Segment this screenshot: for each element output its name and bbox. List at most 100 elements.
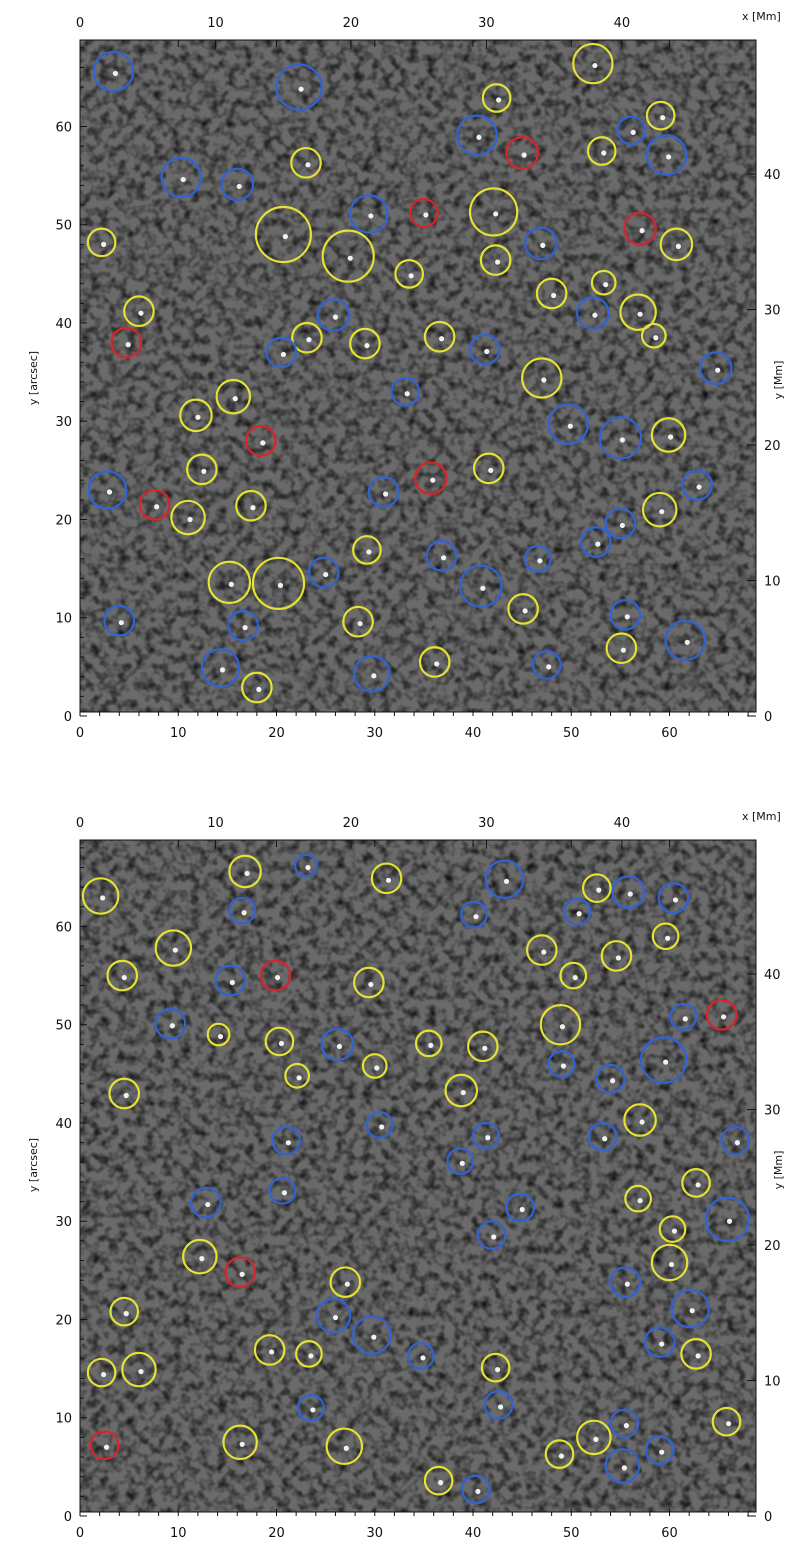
- bottom-feature-circle-blue: [657, 882, 690, 914]
- bottom-feature-bright-point: [308, 1353, 314, 1359]
- top-x-arcsec-tick-label: 30: [366, 726, 383, 741]
- top-x-mm-tick-label: 30: [478, 16, 495, 31]
- top-feature-circle-yellow: [640, 322, 667, 349]
- top-feature-circle-yellow: [321, 229, 375, 283]
- top-feature-bright-point: [260, 440, 266, 446]
- top-feature-bright-point: [347, 255, 353, 261]
- bottom-feature-circle-yellow: [623, 1103, 657, 1137]
- top-x-arcsec-tick-label: 20: [268, 726, 285, 741]
- bottom-feature-circle-blue: [315, 1297, 352, 1334]
- bottom-feature-circle-blue: [407, 1341, 435, 1370]
- bottom-feature-bright-point: [285, 1140, 291, 1146]
- top-feature-circle-yellow: [423, 320, 456, 353]
- top-feature-circle-blue: [698, 351, 733, 385]
- bottom-feature-bright-point: [459, 1160, 465, 1166]
- bottom-feature-bright-point: [336, 1043, 343, 1049]
- bottom-feature-circle-blue: [563, 897, 592, 926]
- bottom-feature-circle-yellow: [370, 862, 403, 895]
- bottom-feature-bright-point: [239, 1441, 245, 1447]
- top-feature-bright-point: [620, 647, 626, 653]
- top-feature-bright-point: [112, 70, 119, 77]
- bottom-feature-bright-point: [343, 1445, 349, 1451]
- top-feature-circle-red: [138, 488, 171, 521]
- bottom-x-mm-tick-label: 10: [207, 816, 224, 831]
- top-feature-circle-yellow: [342, 605, 374, 638]
- bottom-feature-bright-point: [241, 910, 247, 916]
- bottom-feature-circle-yellow: [222, 1424, 258, 1461]
- bottom-feature-circle-blue: [154, 1007, 187, 1040]
- bottom-feature-circle-yellow: [228, 854, 262, 889]
- bottom-feature-bright-point: [558, 1453, 565, 1459]
- bottom-y-arcsec-tick-label: 0: [64, 1510, 72, 1525]
- top-feature-bright-point: [404, 391, 410, 397]
- top-feature-circle-yellow: [235, 489, 267, 522]
- top-feature-bright-point: [366, 549, 372, 555]
- top-y-mm-tick-label: 10: [764, 575, 781, 590]
- bottom-feature-bright-point: [269, 1349, 275, 1355]
- bottom-feature-bright-point: [627, 891, 633, 897]
- bottom-feature-circle-yellow: [206, 1022, 231, 1047]
- bottom-feature-bright-point: [244, 870, 250, 877]
- bottom-feature-circle-blue: [189, 1186, 222, 1219]
- top-feature-circle-blue: [609, 598, 642, 631]
- top-feature-bright-point: [619, 437, 626, 443]
- bottom-feature-circle-yellow: [651, 922, 680, 951]
- top-y-mm-tick-label: 0: [764, 710, 772, 725]
- bottom-feature-circle-yellow: [480, 1352, 511, 1383]
- bottom-feature-circle-yellow: [253, 1334, 286, 1366]
- top-feature-bright-point: [118, 620, 124, 626]
- top-feature-circle-yellow: [418, 646, 451, 678]
- top-panel: 0 10 20 30 40 50 60 0 10 20 30 40 50 60 0 10 20 30 40 0 10 20…: [27, 10, 785, 741]
- top-feature-bright-point: [495, 259, 501, 265]
- bottom-panel-x-mm-title: x [Mm]: [742, 810, 781, 823]
- top-feature-bright-point: [323, 571, 329, 578]
- bottom-feature-bright-point: [519, 1206, 525, 1213]
- top-plot-frame: [79, 39, 757, 713]
- top-x-arcsec-tick-label: 50: [563, 726, 580, 741]
- top-feature-bright-point: [653, 335, 659, 341]
- bottom-feature-bright-point: [278, 1040, 285, 1047]
- top-feature-bright-point: [306, 337, 312, 343]
- bottom-feature-circle-yellow: [544, 1439, 575, 1469]
- bottom-y-arcsec-tick-label: 60: [55, 920, 72, 935]
- bottom-feature-bright-point: [671, 1228, 678, 1234]
- top-feature-bright-point: [659, 509, 665, 515]
- bottom-feature-circle-yellow: [581, 873, 612, 904]
- bottom-feature-circle-yellow: [154, 929, 193, 967]
- top-feature-bright-point: [201, 468, 207, 474]
- bottom-feature-bright-point: [460, 1089, 466, 1096]
- bottom-feature-bright-point: [726, 1218, 733, 1224]
- bottom-feature-bright-point: [609, 1078, 616, 1084]
- top-feature-circle-blue: [547, 403, 590, 445]
- top-feature-circle-red: [409, 198, 439, 228]
- top-feature-bright-point: [383, 491, 389, 497]
- top-feature-bright-point: [138, 310, 144, 316]
- top-x-arcsec-tick-label: 10: [170, 726, 187, 741]
- top-panel-x-mm-title: x [Mm]: [742, 10, 781, 23]
- bottom-feature-circle-blue: [228, 896, 256, 925]
- bottom-feature-bright-point: [428, 1042, 434, 1048]
- bottom-feature-circle-yellow: [559, 961, 588, 990]
- bottom-feature-circle-yellow: [264, 1026, 295, 1057]
- bottom-feature-bright-point: [495, 1367, 501, 1373]
- top-feature-circle-blue: [307, 556, 340, 589]
- top-feature-bright-point: [601, 150, 607, 156]
- top-feature-bright-point: [440, 555, 447, 561]
- bottom-y-mm-tick-label: 20: [764, 1239, 781, 1254]
- bottom-panel-y-mm-title: y [Mm]: [772, 1151, 785, 1190]
- bottom-feature-bright-point: [485, 1135, 491, 1141]
- bottom-feature-bright-point: [659, 1341, 665, 1347]
- bottom-y-arcsec-tick-label: 50: [55, 1019, 72, 1034]
- bottom-x-arcsec-tick-label: 60: [661, 1526, 678, 1541]
- top-feature-bright-point: [540, 242, 546, 248]
- bottom-feature-bright-point: [217, 1033, 224, 1040]
- top-feature-bright-point: [236, 183, 242, 190]
- bottom-feature-circle-red: [259, 959, 292, 992]
- bottom-y-arcsec-tick-label: 20: [55, 1313, 72, 1328]
- top-feature-circle-yellow: [472, 452, 505, 485]
- bottom-feature-circle-yellow: [600, 940, 633, 972]
- top-feature-bright-point: [125, 342, 131, 348]
- bottom-feature-bright-point: [672, 897, 679, 903]
- top-feature-circle-yellow: [659, 227, 694, 262]
